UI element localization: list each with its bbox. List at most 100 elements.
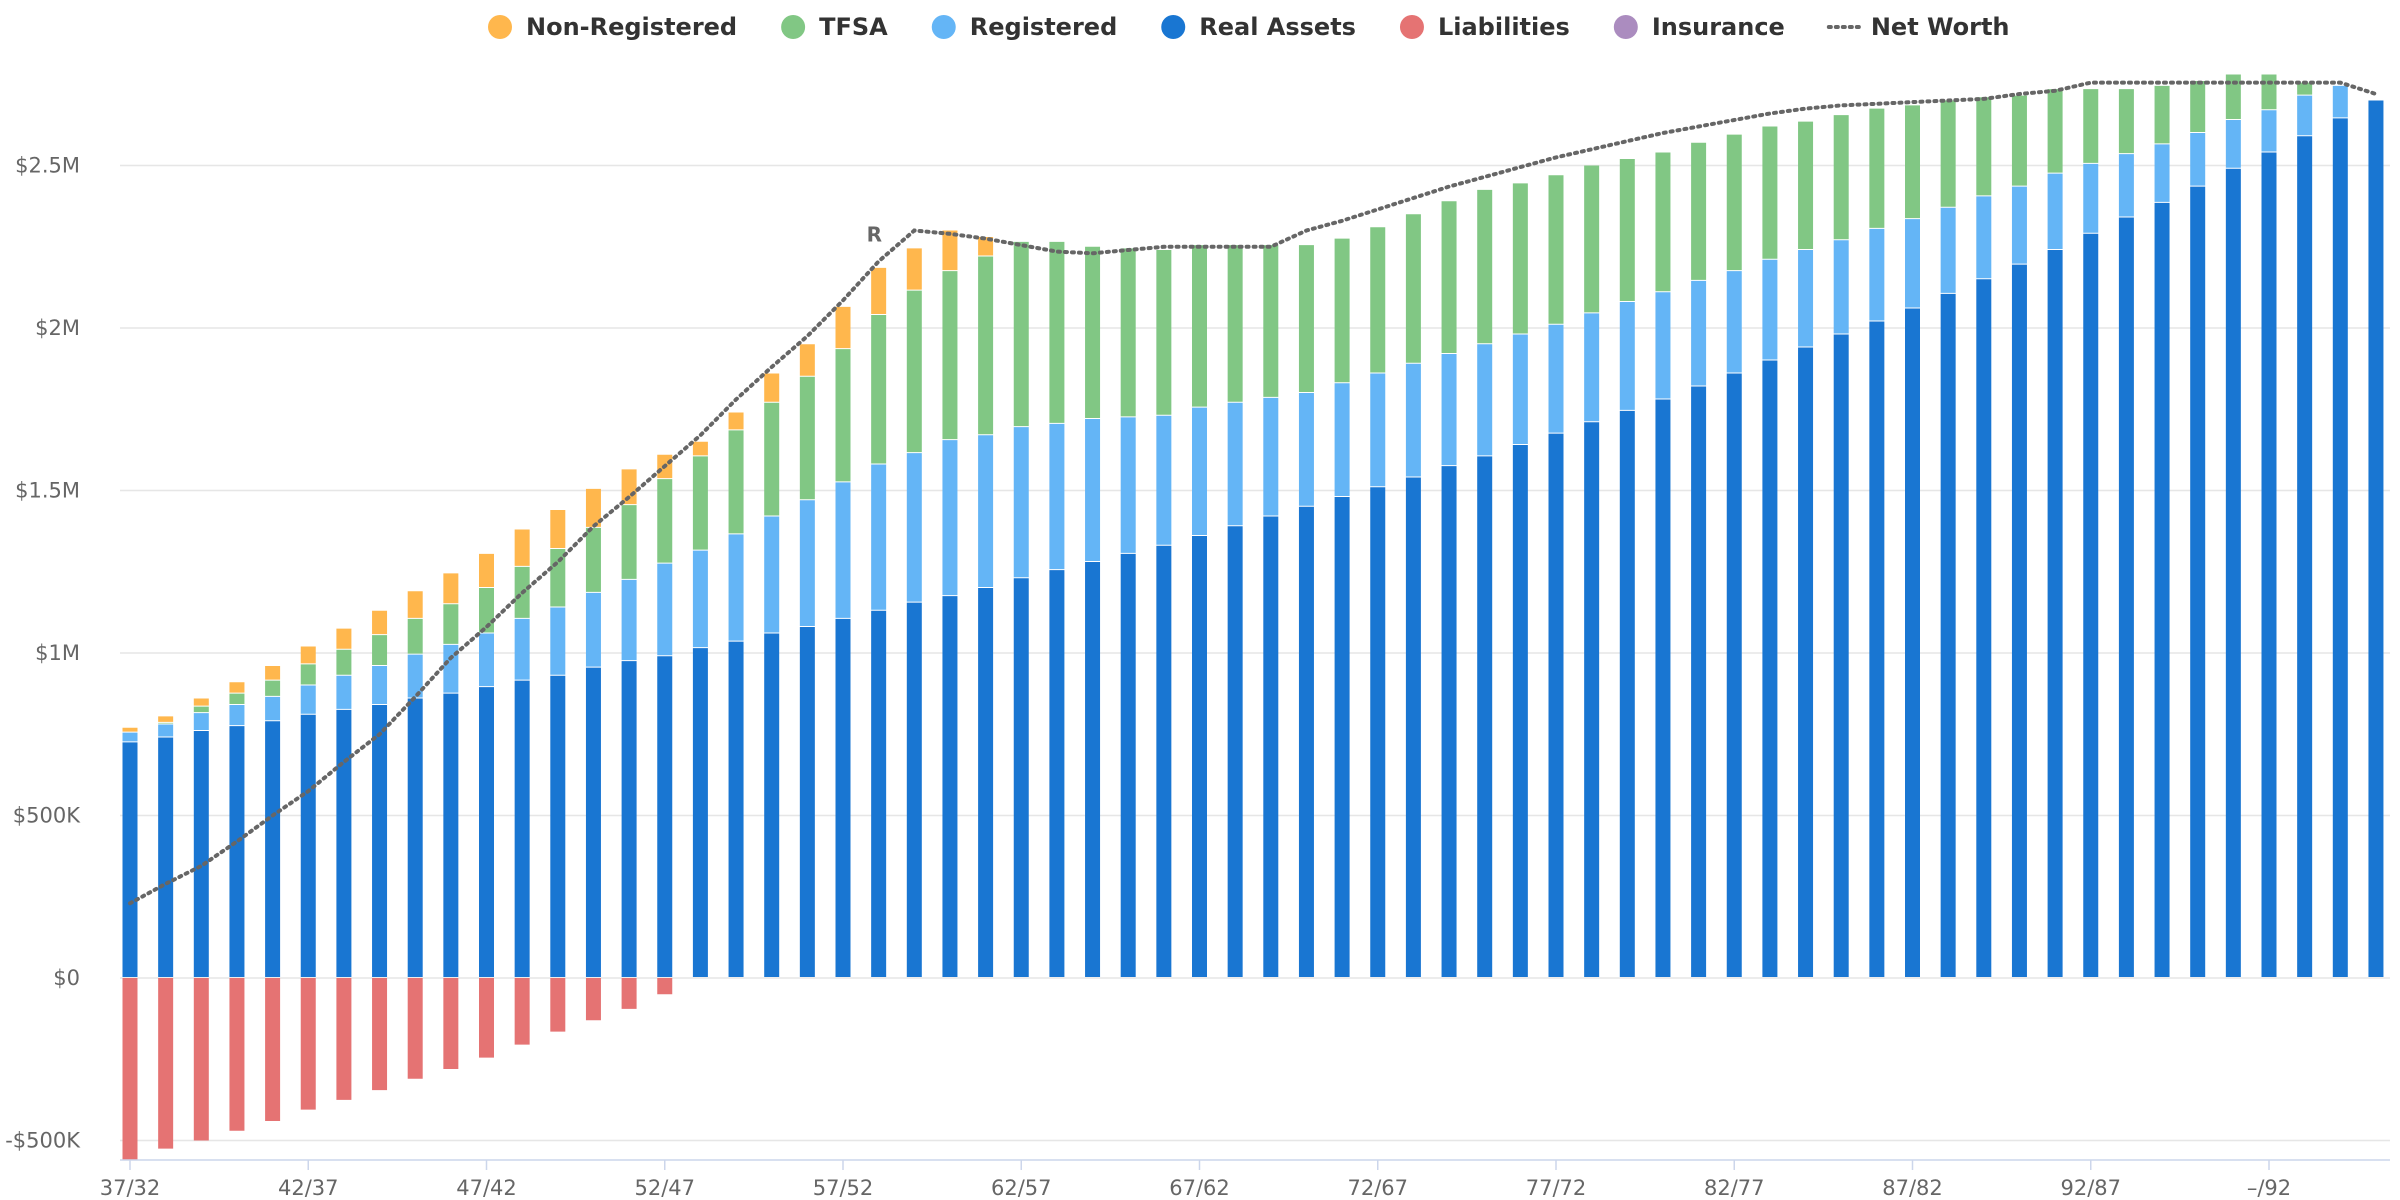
bar-registered (835, 482, 851, 618)
bar-real-assets (942, 596, 958, 977)
bar-registered (1049, 423, 1065, 570)
bar-tfsa (1405, 214, 1421, 363)
bar-non-registered (265, 666, 281, 680)
bar-tfsa (1833, 115, 1849, 240)
bar-real-assets (443, 693, 459, 977)
bar-registered (1940, 207, 1956, 293)
bar-real-assets (1512, 445, 1528, 977)
bar-liabilities (122, 978, 138, 1160)
y-tick-label: -$500K (5, 1129, 81, 1153)
bar-liabilities (657, 978, 673, 995)
bar-registered (1619, 302, 1635, 410)
bar-registered (2297, 95, 2313, 136)
x-tick-label: 92/87 (2060, 1176, 2121, 1200)
bar-registered (1655, 292, 1671, 399)
bar-liabilities (158, 978, 174, 1149)
bar-real-assets (2190, 186, 2206, 977)
bar-real-assets (1726, 373, 1742, 977)
bar-registered (585, 592, 601, 667)
bar-real-assets (621, 661, 637, 977)
bar-registered (764, 516, 780, 633)
bar-tfsa (728, 430, 744, 534)
bar-real-assets (1691, 386, 1707, 977)
bar-tfsa (1976, 97, 1992, 196)
bar-tfsa (764, 402, 780, 516)
bar-tfsa (1726, 134, 1742, 271)
x-tick-label: 37/32 (100, 1176, 161, 1200)
bar-registered (1976, 196, 1992, 279)
bar-tfsa (1691, 142, 1707, 280)
bar-tfsa (835, 349, 851, 482)
bar-real-assets (2332, 118, 2348, 977)
bar-tfsa (1655, 152, 1671, 292)
x-tick-label: –/92 (2247, 1176, 2291, 1200)
bar-registered (2261, 110, 2277, 152)
bar-registered (158, 724, 174, 737)
bar-registered (2154, 144, 2170, 202)
bar-tfsa (1192, 245, 1207, 407)
bar-non-registered (229, 682, 245, 693)
y-tick-label: $2.5M (15, 154, 80, 178)
bar-non-registered (158, 716, 174, 722)
bar-non-registered (799, 344, 815, 376)
bar-real-assets (728, 641, 744, 977)
bar-real-assets (1940, 293, 1956, 977)
bar-non-registered (193, 698, 209, 706)
bar-registered (1013, 427, 1029, 578)
bar-liabilities (407, 978, 423, 1079)
bar-liabilities (585, 978, 601, 1021)
bar-tfsa (1013, 241, 1029, 427)
bar-real-assets (372, 705, 388, 977)
legend-item-tfsa: TFSA (781, 13, 888, 41)
bar-liabilities (229, 978, 245, 1131)
bar-tfsa (1370, 227, 1386, 373)
net-worth-line (128, 80, 2378, 906)
bar-registered (1798, 250, 1814, 347)
bar-tfsa (1298, 245, 1314, 392)
bar-registered (1120, 417, 1136, 553)
legend-label: Registered (970, 13, 1118, 41)
bar-tfsa (1762, 126, 1778, 259)
bar-non-registered (300, 646, 316, 664)
x-tick-label: 47/42 (456, 1176, 517, 1200)
bar-real-assets (1655, 399, 1671, 977)
bar-registered (1477, 344, 1493, 456)
bar-tfsa (407, 618, 423, 654)
bar-real-assets (692, 648, 708, 977)
bar-liabilities (265, 978, 281, 1121)
bar-non-registered (122, 727, 138, 732)
bar-tfsa (479, 588, 494, 633)
bar-tfsa (1085, 246, 1101, 418)
bar-registered (978, 435, 994, 587)
bar-real-assets (1976, 279, 1992, 977)
bar-tfsa (2261, 74, 2277, 110)
bar-real-assets (514, 680, 530, 977)
x-axis: 37/32 42/37 47/42 52/47 57/52 62/57 67/62 72/67… (100, 1159, 2390, 1200)
bar-tfsa (2011, 95, 2027, 186)
y-tick-label: $2M (35, 316, 80, 340)
bar-registered (1762, 259, 1778, 360)
bar-real-assets (2118, 217, 2134, 977)
y-tick-label: $1M (35, 641, 80, 665)
legend-item-non-registered: Non-Registered (488, 13, 737, 41)
bar-registered (1869, 228, 1885, 321)
legend-label: Real Assets (1199, 13, 1356, 41)
bar-tfsa (2225, 74, 2241, 119)
retirement-marker: R (867, 222, 882, 246)
bar-real-assets (1156, 545, 1172, 977)
bar-real-assets (1085, 562, 1101, 977)
bar-registered (265, 696, 281, 721)
bar-real-assets (764, 633, 780, 977)
bar-tfsa (1798, 121, 1814, 249)
bar-registered (1370, 373, 1386, 487)
bar-liabilities (336, 978, 352, 1100)
bar-tfsa (1156, 250, 1172, 415)
bar-real-assets (1905, 308, 1920, 977)
bar-tfsa (265, 680, 281, 696)
bar-tfsa (300, 664, 316, 685)
bar-real-assets (2297, 136, 2313, 977)
bar-registered (1548, 324, 1564, 433)
x-tick-label: 52/47 (634, 1176, 695, 1200)
x-tick-label: 72/67 (1347, 1176, 1408, 1200)
